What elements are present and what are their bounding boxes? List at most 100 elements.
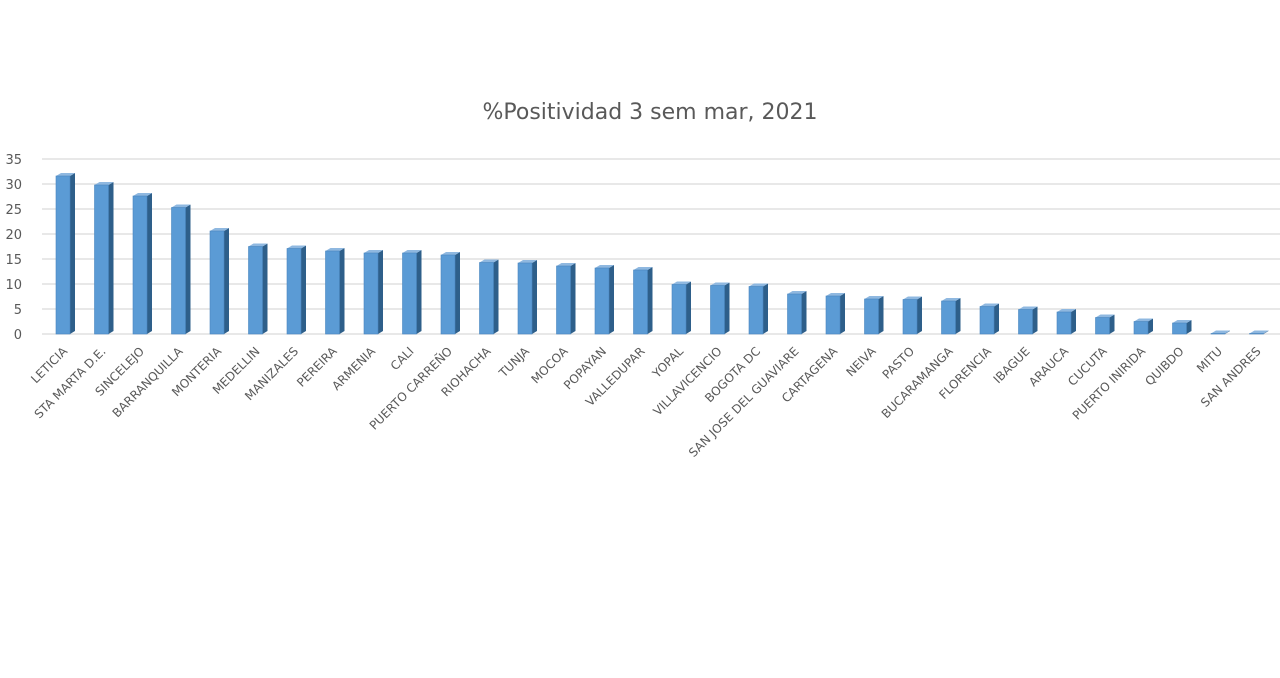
bar (1210, 330, 1230, 335)
bar-side (570, 263, 576, 334)
bar-side (339, 248, 345, 334)
bar-top (171, 204, 191, 208)
y-tick-label: 20 (5, 228, 22, 243)
bar (132, 193, 152, 335)
bar-front (325, 250, 340, 335)
bar-front (748, 286, 764, 335)
x-tick-label: STA MARTA D.E. (32, 344, 109, 421)
bar-front (941, 300, 956, 335)
bar-top (1249, 330, 1269, 334)
bar-side (955, 298, 961, 334)
bar-side (724, 282, 730, 334)
bar-side (224, 228, 229, 334)
bar-side (1032, 306, 1038, 334)
bar (363, 250, 383, 335)
y-axis-ticks: 0 5 10 15 20 25 30 35 (5, 153, 22, 343)
bar (864, 296, 884, 335)
bar (440, 252, 460, 335)
bar-side (147, 193, 152, 334)
bar-front (248, 246, 263, 335)
bar-side (840, 293, 845, 334)
bar-top (787, 291, 807, 294)
x-tick-label: PUERTO INIRIDA (1070, 344, 1149, 423)
bar-top (1172, 320, 1192, 323)
bar-top (903, 296, 922, 300)
bar-front (825, 295, 841, 335)
x-tick-label: BUCARAMANGA (879, 344, 956, 421)
bar-side (1263, 330, 1269, 334)
bar (1056, 309, 1076, 335)
x-tick-label: QUIBDO (1142, 344, 1186, 388)
x-tick-label: VILLAVICENCIO (650, 344, 724, 418)
bar-side (647, 267, 653, 334)
bars (55, 173, 1269, 335)
bar (787, 291, 807, 335)
bar-side (532, 260, 537, 334)
bar-front (1249, 333, 1264, 335)
bar (594, 265, 614, 335)
bar-front (1018, 309, 1033, 335)
bar (902, 296, 922, 335)
bar (979, 303, 999, 335)
bar-side (262, 243, 268, 334)
bar-top (826, 293, 845, 296)
y-tick-label: 10 (5, 278, 22, 293)
bar-side (1225, 330, 1230, 334)
bar-front (710, 285, 725, 335)
bar-top (1095, 314, 1115, 318)
y-tick-label: 35 (5, 153, 22, 168)
x-tick-label: ARAUCA (1026, 344, 1072, 390)
bar-top (518, 260, 537, 263)
bar-top (556, 263, 576, 266)
y-tick-label: 25 (5, 203, 22, 218)
x-tick-label: YOPAL (649, 344, 686, 381)
bar-top (364, 250, 383, 253)
bar-front (363, 252, 379, 335)
bar-top (94, 182, 114, 185)
bar-top (1057, 309, 1076, 312)
bar-top (710, 282, 730, 286)
bar (556, 263, 576, 335)
bar-top (402, 250, 422, 253)
bar-top (248, 243, 268, 247)
bar-side (185, 204, 191, 334)
bar (710, 282, 730, 335)
bar-front (286, 248, 302, 335)
bar (286, 245, 306, 335)
bar-side (108, 182, 114, 334)
bar-side (70, 173, 75, 334)
bar-side (416, 250, 422, 334)
bar-front (633, 269, 648, 335)
bar-front (171, 207, 186, 335)
bar-side (994, 303, 999, 334)
bar-front (94, 184, 109, 335)
bar-side (1071, 309, 1076, 334)
bar (171, 204, 191, 335)
bar (825, 293, 845, 335)
y-tick-label: 0 (14, 328, 22, 343)
bar (479, 259, 499, 335)
bar (1249, 330, 1269, 335)
bar-top (56, 173, 75, 176)
bar-top (941, 298, 961, 301)
x-tick-label: NEIVA (843, 344, 879, 380)
bar-front (440, 254, 456, 335)
bar-front (1056, 311, 1072, 335)
bar (55, 173, 75, 335)
bar-side (378, 250, 383, 334)
bar-side (609, 265, 614, 334)
bar-front (671, 284, 687, 335)
bar-front (132, 195, 148, 335)
bar-side (1148, 318, 1153, 334)
bar-top (210, 228, 229, 231)
bar-top (325, 248, 345, 251)
bar-top (1018, 306, 1038, 310)
bar-front (209, 230, 225, 335)
bar-top (1211, 330, 1230, 334)
bar-side (301, 245, 306, 334)
x-tick-label: TUNJA (496, 344, 533, 381)
bar-front (864, 298, 879, 335)
y-tick-label: 30 (5, 178, 22, 193)
